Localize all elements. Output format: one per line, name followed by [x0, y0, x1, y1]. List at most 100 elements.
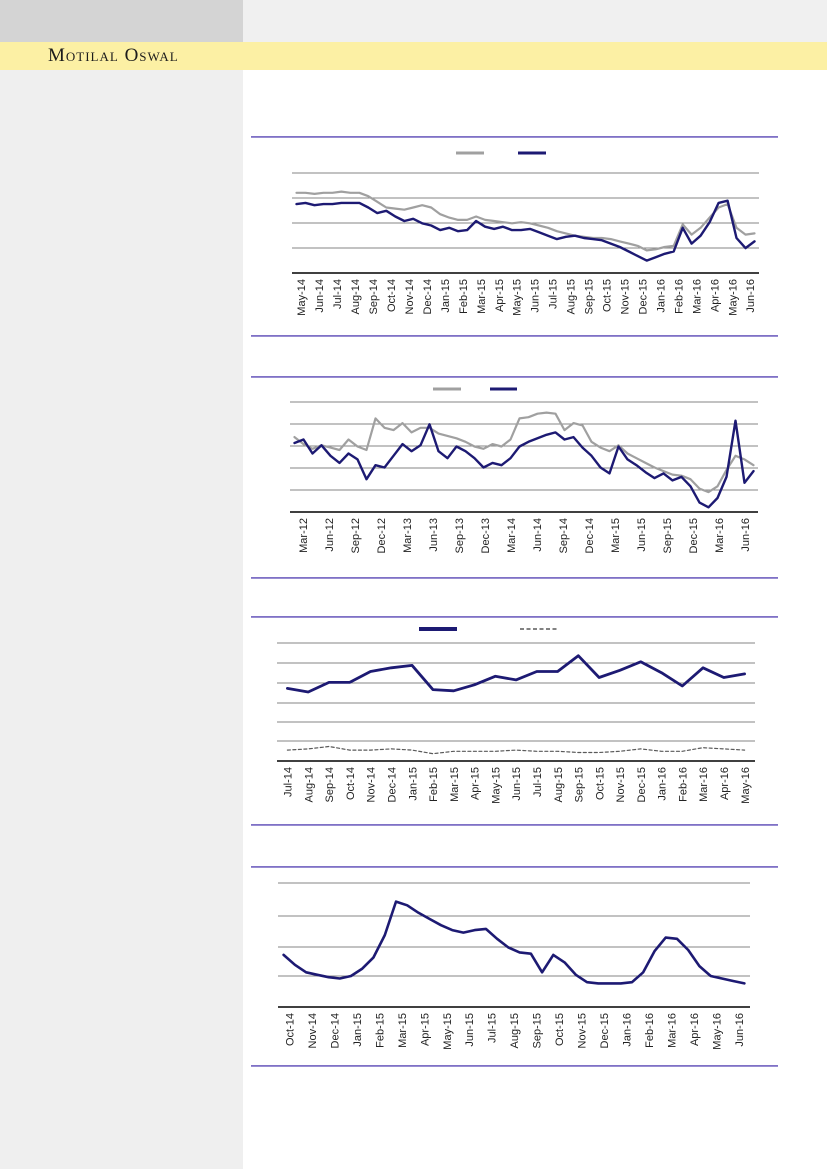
x-tick-label: Aug-15	[566, 279, 578, 314]
brand-band: Motilal Oswal	[0, 42, 827, 70]
x-tick-label: Nov-15	[577, 1013, 589, 1048]
x-tick-label: May-15	[512, 279, 524, 316]
x-tick-label: Nov-15	[619, 279, 631, 314]
left-sidebar	[0, 70, 243, 1169]
x-tick-label: Aug-15	[553, 767, 565, 802]
separator-line-top	[251, 866, 778, 868]
brand-logo-text: Motilal Oswal	[48, 45, 179, 66]
x-tick-label: Jun-12	[324, 518, 336, 552]
x-tick-label: May-16	[711, 1013, 723, 1050]
x-tick-label: Jan-15	[440, 279, 452, 313]
x-tick-label: Jul-14	[332, 279, 344, 309]
separator-line-top	[251, 616, 778, 618]
x-tick-label: Nov-14	[404, 279, 416, 314]
x-tick-label: Oct-14	[284, 1013, 296, 1046]
x-tick-label: Dec-14	[584, 518, 596, 553]
separator-line-top	[251, 136, 778, 138]
x-tick-label: Jun-15	[464, 1013, 476, 1047]
header-gray-block	[0, 0, 243, 42]
x-tick-label: Jan-16	[657, 767, 669, 801]
series-navy-line	[295, 199, 756, 262]
series-navy-line	[293, 419, 755, 509]
x-tick-label: Apr-16	[689, 1013, 701, 1046]
x-tick-label: Aug-15	[509, 1013, 521, 1048]
x-tick-label: Jun-15	[636, 518, 648, 552]
x-tick-label: Dec-15	[688, 518, 700, 553]
x-tick-label: Sep-14	[558, 518, 570, 553]
x-tick-label: Aug-14	[350, 279, 362, 314]
separator-line-bottom	[251, 1065, 778, 1067]
x-tick-label: Jun-14	[532, 518, 544, 552]
x-tick-label: Mar-12	[298, 518, 310, 553]
x-tick-label: Jan-16	[622, 1013, 634, 1047]
x-tick-label: Dec-15	[599, 1013, 611, 1048]
x-tick-label: Mar-15	[476, 279, 488, 314]
x-tick-label: Oct-15	[602, 279, 614, 312]
series-gray-line	[295, 190, 756, 252]
x-tick-label: May-15	[442, 1013, 454, 1050]
x-tick-label: Jul-15	[532, 767, 544, 797]
chart-block-4: Oct-14 Nov-14 Dec-14 Jan-15 Feb-15 Mar-15 Apr-…	[251, 866, 778, 1067]
x-tick-label: Oct-14	[386, 279, 398, 312]
x-tick-label: Jan-16	[655, 279, 667, 313]
x-tick-label: May-15	[490, 767, 502, 804]
x-tick-label: Sep-15	[662, 518, 674, 553]
x-tick-label: Apr-16	[719, 767, 731, 800]
x-tick-label: Oct-14	[345, 767, 357, 800]
x-tick-label: Dec-13	[480, 518, 492, 553]
x-tick-label: Oct-15	[554, 1013, 566, 1046]
x-tick-label: Jul-15	[487, 1013, 499, 1043]
x-tick-label: Sep-14	[368, 279, 380, 314]
x-tick-label: Nov-14	[366, 767, 378, 802]
x-tick-label: Sep-15	[584, 279, 596, 314]
x-tick-label: Jan-15	[407, 767, 419, 801]
x-tick-label: Feb-15	[458, 279, 470, 314]
x-tick-label: Mar-15	[449, 767, 461, 802]
x-tick-label: Nov-15	[615, 767, 627, 802]
x-tick-label: Apr-15	[470, 767, 482, 800]
x-tick-label: Jan-15	[352, 1013, 364, 1047]
x-tick-label: Dec-14	[387, 767, 399, 802]
separator-line-bottom	[251, 335, 778, 337]
series-gray-line	[293, 411, 755, 494]
x-tick-label: Jul-14	[283, 767, 295, 797]
chart-block-3: Jul-14 Aug-14 Sep-14 Oct-14 Nov-14 Dec-14 Jan-…	[251, 616, 778, 826]
x-tick-label: Mar-13	[402, 518, 414, 553]
x-tick-label: Jun-15	[511, 767, 523, 801]
x-tick-label: Feb-16	[673, 279, 685, 314]
x-tick-label: Jun-16	[740, 518, 752, 552]
x-tick-label: May-16	[727, 279, 739, 316]
x-tick-label: Dec-14	[329, 1013, 341, 1048]
x-tick-label: Feb-15	[374, 1013, 386, 1048]
separator-line-bottom	[251, 824, 778, 826]
x-tick-label: Dec-15	[636, 767, 648, 802]
x-tick-label: Aug-14	[303, 767, 315, 802]
chart-block-1: May-14 Jun-14 Jul-14 Aug-14 Sep-14 Oct-14 Nov-…	[251, 136, 778, 337]
x-tick-label: Oct-15	[594, 767, 606, 800]
x-tick-label: Sep-12	[350, 518, 362, 553]
x-tick-label: Dec-14	[422, 279, 434, 314]
x-tick-label: Dec-15	[637, 279, 649, 314]
x-tick-label: Mar-16	[698, 767, 710, 802]
series-navy-line	[285, 654, 746, 694]
x-tick-label: Jun-15	[530, 279, 542, 313]
x-tick-label: May-16	[740, 767, 752, 804]
x-tick-label: Jun-13	[428, 518, 440, 552]
chart-block-2: Mar-12 Jun-12 Sep-12 Dec-12 Mar-13 Jun-13 Sep-…	[251, 376, 778, 579]
x-tick-label: May-14	[296, 279, 308, 316]
separator-line-bottom	[251, 577, 778, 579]
x-tick-label: Jul-15	[548, 279, 560, 309]
separator-line-top	[251, 376, 778, 378]
x-tick-label: Jun-14	[314, 279, 326, 313]
x-tick-label: Feb-16	[644, 1013, 656, 1048]
header-light-strip	[243, 0, 827, 42]
x-tick-label: Apr-15	[494, 279, 506, 312]
x-tick-label: Mar-15	[610, 518, 622, 553]
x-tick-label: Jun-16	[745, 279, 757, 313]
x-tick-label: Feb-15	[428, 767, 440, 802]
x-tick-label: Sep-15	[532, 1013, 544, 1048]
series-dashed-line	[286, 745, 746, 755]
x-tick-label: Sep-15	[574, 767, 586, 802]
